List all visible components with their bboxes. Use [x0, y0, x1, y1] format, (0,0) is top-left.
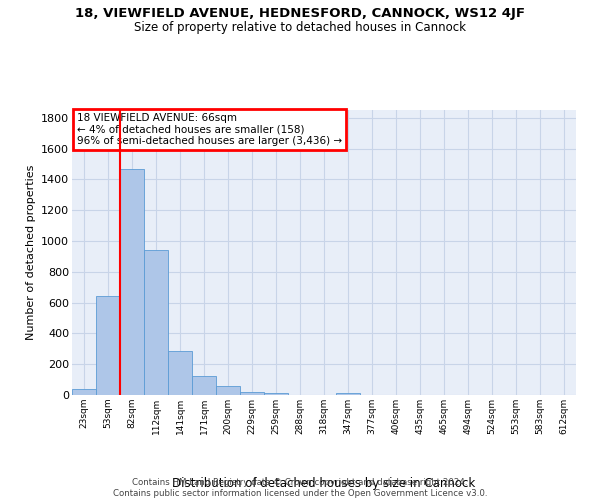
Bar	[96, 296, 120, 395]
Text: 18, VIEWFIELD AVENUE, HEDNESFORD, CANNOCK, WS12 4JF: 18, VIEWFIELD AVENUE, HEDNESFORD, CANNOC…	[75, 8, 525, 20]
Text: Distribution of detached houses by size in Cannock: Distribution of detached houses by size …	[172, 477, 476, 490]
Bar	[120, 168, 144, 395]
Bar	[168, 351, 192, 395]
Bar	[144, 250, 168, 395]
Bar	[240, 392, 264, 395]
Bar	[72, 389, 96, 395]
Text: Contains HM Land Registry data © Crown copyright and database right 2024.
Contai: Contains HM Land Registry data © Crown c…	[113, 478, 487, 498]
Bar	[264, 393, 288, 395]
Y-axis label: Number of detached properties: Number of detached properties	[26, 165, 35, 340]
Text: 18 VIEWFIELD AVENUE: 66sqm
← 4% of detached houses are smaller (158)
96% of semi: 18 VIEWFIELD AVENUE: 66sqm ← 4% of detac…	[77, 113, 342, 146]
Bar	[216, 386, 240, 395]
Bar	[192, 376, 216, 395]
Bar	[336, 393, 360, 395]
Text: Size of property relative to detached houses in Cannock: Size of property relative to detached ho…	[134, 21, 466, 34]
